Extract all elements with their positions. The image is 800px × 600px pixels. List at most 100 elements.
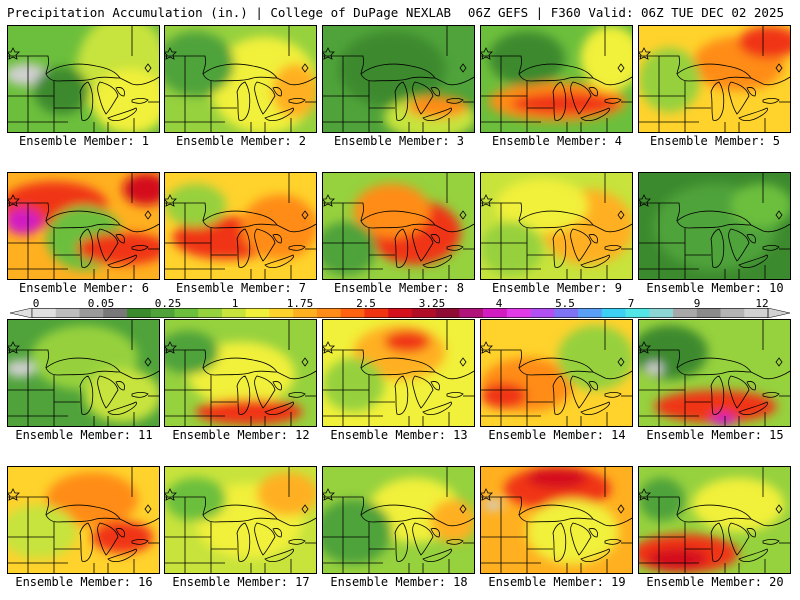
ensemble-member-label: Ensemble Member: 3 xyxy=(333,134,465,148)
colorbar-tick-label: 7 xyxy=(627,297,635,310)
colorbar-swatch xyxy=(530,308,555,318)
colorbar-tick-label: 1 xyxy=(231,297,239,310)
ensemble-map-9 xyxy=(480,172,633,280)
colorbar-max-arrow xyxy=(767,308,790,318)
colorbar-swatch xyxy=(221,308,246,318)
ensemble-map-3 xyxy=(322,25,475,133)
ensemble-map-4 xyxy=(480,25,633,133)
colorbar-swatch xyxy=(126,308,152,318)
colorbar-swatch xyxy=(435,308,460,318)
colorbar-tick-label: 1.75 xyxy=(286,297,314,310)
ensemble-map-16 xyxy=(7,466,160,574)
precip-field-12 xyxy=(165,320,316,426)
ensemble-map-13 xyxy=(322,319,475,427)
precip-field-6 xyxy=(8,173,159,279)
colorbar-tick-label: 0.25 xyxy=(154,297,182,310)
colorbar-swatch xyxy=(578,308,603,318)
ensemble-map-5 xyxy=(638,25,791,133)
colorbar-swatch xyxy=(554,308,579,318)
colorbar-swatch xyxy=(720,308,745,318)
precip-field-17 xyxy=(165,467,316,573)
colorbar-swatch xyxy=(198,308,223,318)
colorbar-swatch xyxy=(245,308,270,318)
precip-field-2 xyxy=(165,26,316,132)
ensemble-member-label: Ensemble Member: 17 xyxy=(172,575,310,589)
ensemble-member-label: Ensemble Member: 18 xyxy=(330,575,468,589)
ensemble-member-label: Ensemble Member: 6 xyxy=(18,281,150,295)
ensemble-member-label: Ensemble Member: 2 xyxy=(175,134,307,148)
colorbar-tick-label: 0 xyxy=(32,297,40,310)
ensemble-map-11 xyxy=(7,319,160,427)
ensemble-map-2 xyxy=(164,25,317,133)
colorbar-swatch xyxy=(32,308,57,318)
precip-field-18 xyxy=(323,467,474,573)
colorbar-min-arrow xyxy=(10,308,33,318)
colorbar-swatch xyxy=(744,308,769,318)
ensemble-member-label: Ensemble Member: 7 xyxy=(175,281,307,295)
colorbar-swatch xyxy=(625,308,650,318)
ensemble-map-1 xyxy=(7,25,160,133)
precip-field-15 xyxy=(639,320,790,426)
colorbar-tick-label: 4 xyxy=(495,297,503,310)
colorbar-tick-label: 12 xyxy=(755,297,769,310)
ensemble-map-8 xyxy=(322,172,475,280)
ensemble-member-label: Ensemble Member: 16 xyxy=(15,575,153,589)
map-title: Precipitation Accumulation (in.) | Colle… xyxy=(7,5,452,20)
colorbar-swatch xyxy=(483,308,508,318)
ensemble-member-label: Ensemble Member: 11 xyxy=(15,428,153,442)
ensemble-map-6 xyxy=(7,172,160,280)
colorbar-tick-label: 9 xyxy=(693,297,701,310)
colorbar-swatch xyxy=(150,308,175,318)
ensemble-member-label: Ensemble Member: 13 xyxy=(330,428,468,442)
colorbar-swatch xyxy=(79,308,104,318)
colorbar-swatch xyxy=(340,308,365,318)
ensemble-member-label: Ensemble Member: 12 xyxy=(172,428,310,442)
colorbar-scale xyxy=(10,308,790,318)
ensemble-member-label: Ensemble Member: 19 xyxy=(488,575,626,589)
ensemble-map-7 xyxy=(164,172,317,280)
colorbar-swatch xyxy=(174,308,199,318)
ensemble-member-label: Ensemble Member: 9 xyxy=(491,281,623,295)
colorbar-tick-label: 2.5 xyxy=(356,297,376,310)
precip-field-7 xyxy=(165,173,316,279)
model-run-info: 06Z GEFS | F360 Valid: 06Z TUE DEC 02 20… xyxy=(467,5,784,20)
ensemble-member-label: Ensemble Member: 4 xyxy=(491,134,623,148)
colorbar-swatch xyxy=(696,308,721,318)
colorbar: 0 0.05 0.25 1 1.75 2.5 3.25 4 5.5 7 9 12 xyxy=(10,297,790,319)
colorbar-swatch xyxy=(673,308,698,318)
precip-field-19 xyxy=(481,467,632,573)
colorbar-swatch xyxy=(269,308,294,318)
colorbar-swatch xyxy=(316,308,341,318)
ensemble-member-label: Ensemble Member: 14 xyxy=(488,428,626,442)
precip-field-20 xyxy=(639,467,790,573)
ensemble-member-label: Ensemble Member: 1 xyxy=(18,134,150,148)
colorbar-tick-label: 5.5 xyxy=(555,297,575,310)
precip-field-8 xyxy=(323,173,474,279)
ensemble-map-15 xyxy=(638,319,791,427)
precip-field-14 xyxy=(481,320,632,426)
precip-field-9 xyxy=(481,173,632,279)
colorbar-tick-label: 0.05 xyxy=(87,297,115,310)
ensemble-member-label: Ensemble Member: 10 xyxy=(646,281,784,295)
precip-field-13 xyxy=(323,320,474,426)
ensemble-member-label: Ensemble Member: 8 xyxy=(333,281,465,295)
ensemble-map-10 xyxy=(638,172,791,280)
colorbar-swatch xyxy=(649,308,674,318)
precip-field-1 xyxy=(8,26,159,132)
colorbar-swatch xyxy=(293,308,318,318)
ensemble-map-18 xyxy=(322,466,475,574)
precip-field-10 xyxy=(639,173,790,279)
ensemble-map-14 xyxy=(480,319,633,427)
precip-field-4 xyxy=(481,26,632,132)
colorbar-swatch xyxy=(601,308,626,318)
precip-field-5 xyxy=(639,26,790,132)
ensemble-member-label: Ensemble Member: 15 xyxy=(646,428,784,442)
precip-field-3 xyxy=(323,26,474,132)
colorbar-tick-label: 3.25 xyxy=(418,297,446,310)
ensemble-map-12 xyxy=(164,319,317,427)
ensemble-member-label: Ensemble Member: 5 xyxy=(649,134,781,148)
colorbar-swatch xyxy=(55,308,80,318)
colorbar-swatch xyxy=(506,308,531,318)
ensemble-map-19 xyxy=(480,466,633,574)
colorbar-swatch xyxy=(411,308,436,318)
